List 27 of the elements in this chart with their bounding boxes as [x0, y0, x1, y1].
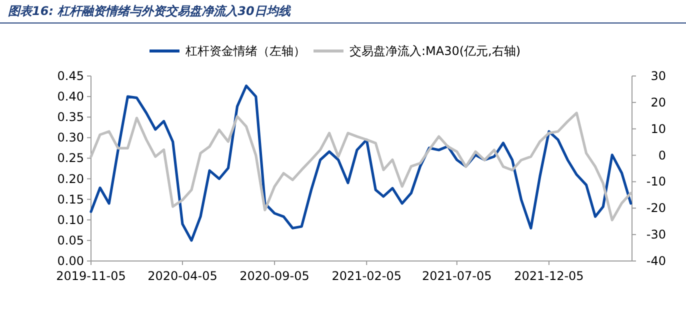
y2-tick-label: -40 — [646, 254, 666, 268]
y-tick-label: 0.15 — [57, 192, 84, 206]
x-tick-label: 2021-07-05 — [422, 269, 492, 283]
y2-tick-label: -20 — [646, 201, 666, 216]
y-tick-label: 0.45 — [57, 69, 84, 83]
y2-tick-label: 30 — [650, 69, 666, 83]
y2-tick-label: 0 — [658, 148, 666, 162]
y2-tick-label: -10 — [646, 174, 666, 189]
legend-label: 交易盘净流入:MA30(亿元,右轴) — [350, 44, 521, 58]
y-tick-label: 0.20 — [57, 172, 84, 186]
x-tick-label: 2020-09-05 — [240, 269, 310, 283]
y2-tick-label: 10 — [650, 122, 666, 136]
x-tick-label: 2021-12-05 — [514, 269, 584, 283]
chart-title: 图表16: 杠杆融资情绪与外资交易盘净流入30日均线 — [8, 4, 292, 18]
y2-tick-label: 20 — [650, 95, 666, 110]
x-tick-label: 2020-04-05 — [148, 269, 218, 283]
legend-label: 杠杆资金情绪（左轴） — [184, 44, 306, 58]
y-tick-label: 0.05 — [57, 233, 84, 248]
y2-tick-label: -30 — [646, 228, 666, 242]
y-tick-label: 0.35 — [57, 110, 84, 124]
y-tick-label: 0.00 — [57, 254, 84, 268]
y-tick-label: 0.40 — [57, 90, 84, 104]
y-tick-label: 0.25 — [57, 151, 84, 166]
y-tick-label: 0.10 — [57, 212, 84, 227]
x-tick-label: 2019-11-05 — [56, 269, 126, 283]
y-tick-label: 0.30 — [57, 130, 84, 145]
x-tick-label: 2021-02-05 — [332, 269, 402, 283]
